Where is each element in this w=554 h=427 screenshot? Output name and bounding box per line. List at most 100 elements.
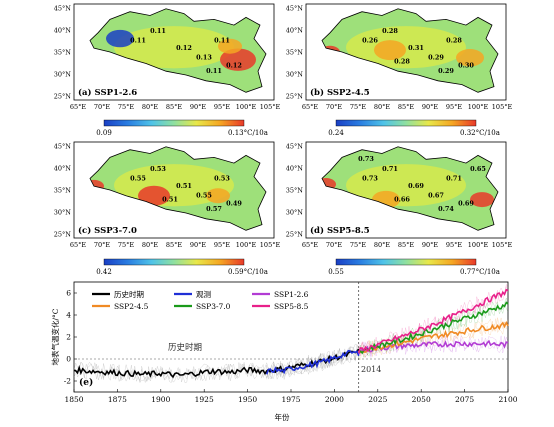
plateau-outline — [321, 146, 499, 231]
lon-tick-label: 75°E — [350, 103, 367, 111]
panel-label: (a) SSP1-2.6 — [78, 87, 137, 98]
plateau-outline — [89, 146, 267, 231]
contour-label: 0.28 — [446, 36, 462, 44]
colorbar — [103, 258, 245, 266]
legend-label: 历史时期 — [114, 289, 144, 299]
y-tick-label: 0 — [66, 355, 71, 364]
legend-label: SSP3-7.0 — [196, 302, 231, 311]
lat-tick-label: 25°N — [286, 231, 304, 239]
lat-tick-label: 40°N — [54, 165, 72, 173]
series-line — [73, 348, 360, 379]
lon-tick-label: 90°E — [190, 241, 207, 249]
hotspot — [218, 38, 242, 54]
contour-label: 0.29 — [428, 54, 444, 62]
contour-label: 0.74 — [438, 205, 454, 213]
contour-label: 0.49 — [226, 199, 242, 207]
legend-label: 观测 — [196, 290, 211, 299]
y-tick-label: 4 — [66, 311, 71, 320]
lon-tick-label: 75°E — [118, 241, 135, 249]
lat-tick-label: 45°N — [54, 5, 72, 13]
plateau-outline — [321, 8, 499, 93]
lon-tick-label: 100°E — [236, 103, 257, 111]
lon-tick-label: 95°E — [446, 241, 463, 249]
contour-label: 0.28 — [394, 58, 410, 66]
contour-label: 0.67 — [428, 192, 444, 200]
hotspot — [456, 49, 484, 67]
contour-label: 0.69 — [408, 182, 424, 190]
lon-tick-label: 80°E — [142, 241, 159, 249]
map-panel: 0.73 0.71 0.69 0.67 0.71 0.69 0.74 0.66 0.73 0.65… — [286, 141, 512, 276]
lat-tick-label: 25°N — [286, 93, 304, 101]
contour-label: 0.55 — [130, 174, 146, 182]
lon-tick-label: 95°E — [214, 241, 231, 249]
warm-zone — [346, 26, 466, 69]
legend-label: SSP2-4.5 — [114, 302, 149, 311]
contour-label: 0.73 — [358, 155, 374, 163]
hotspot — [220, 48, 256, 71]
lon-tick-label: 65°E — [70, 103, 87, 111]
contour-label: 0.12 — [176, 44, 192, 52]
lon-tick-label: 70°E — [94, 103, 111, 111]
hotspot — [374, 40, 406, 61]
lon-tick-label: 65°E — [302, 241, 319, 249]
lat-tick-label: 40°N — [54, 27, 72, 35]
lon-tick-label: 65°E — [70, 241, 87, 249]
lon-tick-label: 90°E — [190, 103, 207, 111]
panel-e-label: (e) — [79, 377, 93, 388]
colorbar-max-label: 0.59°C/10a — [228, 268, 268, 276]
lon-tick-label: 80°E — [374, 241, 391, 249]
lat-tick-label: 45°N — [54, 143, 72, 151]
colorbar — [335, 119, 477, 127]
x-tick-label: 2025 — [368, 395, 387, 404]
lat-tick-label: 35°N — [286, 187, 304, 195]
contour-label: 0.71 — [382, 165, 398, 173]
ensemble-line — [358, 335, 509, 358]
contour-label: 0.65 — [470, 165, 486, 173]
divider-label: 2014 — [361, 365, 381, 374]
lon-tick-label: 75°E — [118, 103, 135, 111]
x-tick-label: 2050 — [412, 395, 431, 404]
lon-tick-label: 100°E — [468, 241, 489, 249]
contour-label: 0.28 — [382, 27, 398, 35]
lon-tick-label: 85°E — [398, 241, 415, 249]
lat-tick-label: 25°N — [54, 231, 72, 239]
panel-label: (b) SSP2-4.5 — [310, 87, 370, 98]
map-panel: 0.26 0.28 0.31 0.29 0.28 0.30 0.29 0.28 (b) SSP2… — [286, 3, 512, 137]
contour-label: 0.11 — [130, 36, 146, 44]
contour-label: 0.55 — [196, 192, 212, 200]
lat-tick-label: 35°N — [54, 187, 72, 195]
plateau-outline — [89, 8, 267, 93]
y-tick-label: -2 — [64, 377, 72, 386]
warm-zone — [114, 26, 234, 69]
lat-tick-label: 35°N — [54, 49, 72, 57]
lon-tick-label: 80°E — [142, 103, 159, 111]
hotspot — [470, 192, 494, 208]
series-line — [357, 288, 509, 354]
contour-label: 0.73 — [362, 174, 378, 182]
chart-legend: 历史时期 观测 SSP1-2.6 SSP2-4.5 SSP3-7.0 SSP5-8.5 — [92, 289, 309, 311]
contour-label: 0.51 — [162, 196, 178, 204]
contour-label: 0.66 — [394, 196, 410, 204]
contour-label: 0.12 — [226, 61, 242, 69]
lon-tick-label: 85°E — [398, 103, 415, 111]
contour-label: 0.11 — [150, 27, 166, 35]
lat-tick-label: 30°N — [54, 71, 72, 79]
hotspot — [206, 188, 230, 204]
lat-tick-label: 45°N — [286, 5, 304, 13]
contour-label: 0.29 — [438, 67, 454, 75]
colorbar-max-label: 0.13°C/10a — [228, 129, 268, 137]
colorbar-min-label: 0.42 — [96, 268, 112, 276]
colorbar-min-label: 0.09 — [96, 129, 112, 137]
contour-label: 0.26 — [362, 36, 378, 44]
contour-label: 0.13 — [196, 54, 212, 62]
colorbar — [335, 258, 477, 266]
lat-tick-label: 30°N — [54, 209, 72, 217]
chart-series — [73, 288, 509, 379]
map-panels: 0.11 0.11 0.12 0.13 0.11 0.12 0.11 (a) SSP1-2.6… — [54, 3, 512, 276]
contour-label: 0.71 — [446, 174, 462, 182]
lat-tick-label: 30°N — [286, 209, 304, 217]
contour-label: 0.11 — [206, 67, 222, 75]
x-tick-label: 1900 — [151, 395, 170, 404]
x-tick-label: 1850 — [64, 395, 83, 404]
